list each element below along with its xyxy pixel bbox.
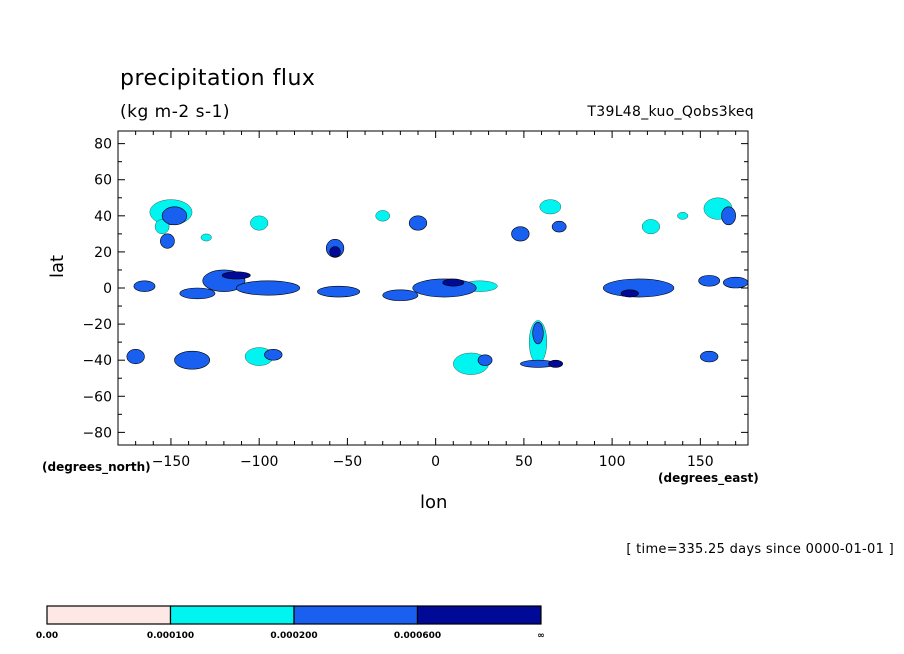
precip-region-level-2 [264,349,283,361]
precip-region-level-2 [160,233,175,249]
axis-ticks: −150 −100 −50 0 50 100 150 −80 −60 −40 −20 0 20 40 60 8… [82,131,748,470]
precip-region-level-2 [317,285,361,298]
time-stamp: [ time=335.25 days since 0000-01-01 ] [626,542,894,557]
precip-region-level-2 [133,280,156,292]
y-tick-label: −60 [82,389,112,405]
colorbar-label: 0.000600 [394,631,441,641]
y-tick-label: 80 [94,137,112,153]
y-tick-label: 60 [94,173,112,189]
run-name: T39L48_kuo_Qobs3keq [587,104,754,120]
x-tick-label: −50 [333,454,363,470]
precip-region-level-1 [375,210,390,222]
precip-region-level-2 [408,215,428,231]
precip-region-level-2 [126,349,145,365]
precip-region-level-2 [551,220,567,233]
precip-region-level-1 [250,215,269,231]
colorbar-label: 0.00 [36,631,58,641]
chart-title: precipitation flux [120,66,316,91]
precip-region-level-2 [700,350,719,363]
precipitation-field [126,197,748,375]
precip-region-level-2 [179,287,216,300]
y-tick-label: −40 [82,353,112,369]
y-unit-tag: (degrees_north) [42,460,151,474]
x-axis-label: lon [420,492,448,513]
y-tick-label: −20 [82,317,112,333]
precip-region-level-2 [698,275,721,287]
precip-region-level-2 [477,354,493,366]
precip-region-level-1 [677,212,689,220]
precip-region-level-3 [548,359,564,368]
colorbar-swatch [416,605,542,625]
chart-units: (kg m-2 s-1) [120,102,231,122]
x-tick-label: 50 [515,454,533,470]
colorbar-swatch [169,605,295,625]
precip-region-level-2 [721,206,736,226]
precip-region-level-3 [620,289,639,298]
precip-region-level-2 [722,276,748,289]
x-unit-tag: (degrees_east) [658,471,759,485]
y-tick-label: 40 [94,209,112,225]
colorbar-label: ∞ [537,631,545,641]
precip-region-level-2 [532,321,544,345]
precip-region-level-1 [154,219,170,235]
precip-region-level-1 [539,199,562,215]
precip-region-level-2 [174,350,211,370]
colorbar-label: 0.000200 [270,631,317,641]
colorbar-label: 0.000100 [147,631,194,641]
precip-region-level-3 [221,271,251,280]
precip-region-level-2 [235,280,301,296]
precip-region-level-1 [200,233,212,242]
x-tick-label: −150 [152,454,190,470]
y-tick-label: 0 [103,281,112,297]
colorbar-swatch [46,605,172,625]
x-tick-label: 0 [431,454,440,470]
precip-region-level-1 [641,219,660,235]
x-tick-label: 150 [687,454,714,470]
y-tick-label: −80 [82,425,112,441]
precip-region-level-3 [329,246,341,258]
colorbar: 0.00 0.000100 0.000200 0.000600 ∞ [36,605,545,641]
precip-region-level-2 [382,289,419,301]
x-tick-label: −100 [240,454,278,470]
precip-region-level-3 [442,278,465,287]
precip-region-level-2 [161,206,188,226]
precip-region-level-2 [511,226,530,242]
y-tick-label: 20 [94,245,112,261]
colorbar-swatch [293,605,419,625]
x-tick-label: 100 [599,454,626,470]
